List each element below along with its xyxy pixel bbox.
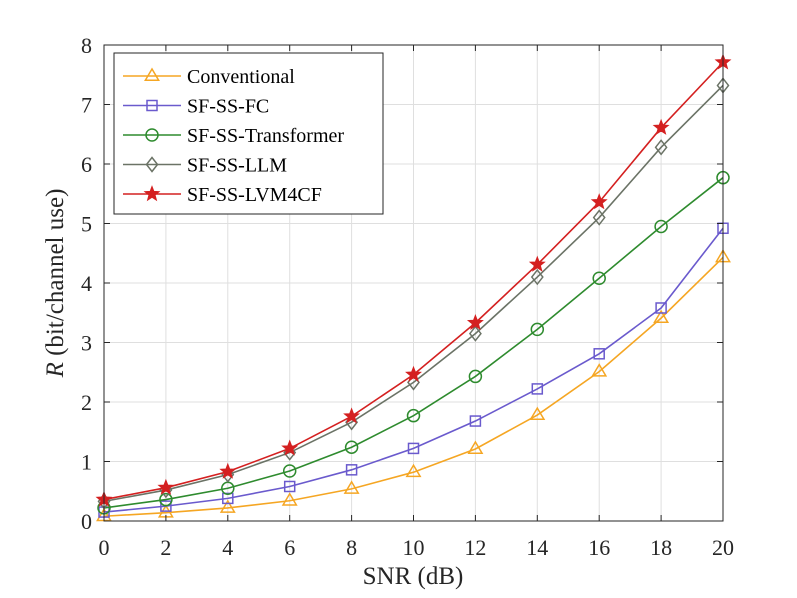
legend-item: SF-SS-Transformer: [123, 125, 344, 147]
data-point: [590, 193, 608, 210]
y-tick-label: 5: [81, 212, 92, 237]
data-point: [592, 209, 606, 226]
data-point: [219, 462, 237, 479]
y-tick-label: 4: [81, 271, 92, 296]
legend-marker: [143, 185, 161, 202]
y-axis-title: R (bit/channel use): [42, 189, 69, 379]
series-line: [103, 177, 724, 509]
x-tick-label: 20: [712, 535, 734, 560]
x-tick-label: 16: [588, 535, 610, 560]
legend-label: SF-SS-LVM4CF: [187, 184, 322, 206]
data-point: [530, 322, 545, 337]
x-tick-label: 14: [526, 535, 548, 560]
x-tick-label: 18: [650, 535, 672, 560]
data-point: [283, 480, 296, 493]
data-point: [592, 271, 606, 285]
x-tick-label: 2: [160, 535, 171, 560]
x-tick-label: 8: [346, 535, 357, 560]
data-point: [281, 492, 298, 506]
y-axis-symbol: R: [42, 362, 69, 378]
data-point: [405, 463, 422, 478]
legend-item: SF-SS-LLM: [123, 155, 287, 177]
data-point: [530, 268, 544, 286]
y-tick-label: 0: [81, 509, 92, 534]
data-point: [529, 406, 546, 421]
data-point: [654, 219, 668, 234]
data-point: [282, 464, 297, 478]
legend-label: SF-SS-Transformer: [187, 125, 344, 147]
data-point: [653, 309, 670, 324]
data-point: [157, 478, 175, 495]
y-tick-label: 2: [81, 390, 92, 415]
series-line: [103, 84, 724, 503]
data-point: [406, 408, 421, 423]
series-line: [103, 227, 724, 513]
data-point: [593, 348, 605, 360]
legend-label: SF-SS-FC: [187, 96, 269, 118]
data-point: [654, 139, 668, 156]
y-tick-label: 7: [81, 93, 92, 118]
x-tick-label: 6: [284, 535, 295, 560]
data-point: [343, 480, 360, 494]
legend: Conventional SF-SS-FC SF-SS-Transformer SF-…: [113, 52, 384, 215]
series-line: [103, 256, 724, 518]
legend-marker: [145, 128, 159, 142]
data-point: [344, 440, 359, 454]
y-tick-label: 3: [81, 331, 92, 356]
y-tick-label: 1: [81, 450, 92, 475]
legend-item: SF-SS-FC: [123, 96, 269, 118]
data-point: [345, 464, 358, 476]
data-point: [222, 492, 234, 505]
data-point: [468, 325, 482, 342]
y-tick-label: 6: [81, 152, 92, 177]
series-sf-ss-transformer: [97, 170, 730, 515]
y-tick-label: 8: [81, 33, 92, 58]
data-point: [655, 302, 667, 314]
legend-marker: [144, 67, 160, 81]
legend-item: SF-SS-LVM4CF: [123, 184, 322, 206]
data-point: [531, 383, 544, 395]
data-point: [160, 500, 172, 512]
data-point: [281, 439, 299, 456]
y-axis-unit: (bit/channel use): [42, 189, 69, 363]
data-point: [405, 365, 422, 382]
legend-item: Conventional: [123, 66, 295, 88]
data-point: [528, 255, 546, 272]
data-point: [343, 407, 361, 424]
data-point: [467, 440, 484, 454]
data-point: [652, 118, 670, 135]
x-axis-title: SNR (dB): [363, 563, 464, 590]
data-point: [219, 499, 236, 513]
series-layer: [95, 53, 732, 522]
ticks: [103, 44, 724, 522]
x-tick-label: 4: [222, 535, 233, 560]
data-point: [407, 442, 420, 455]
x-tick-label: 10: [403, 535, 425, 560]
x-tick-label: 12: [464, 535, 486, 560]
x-tick-label: 0: [99, 535, 110, 560]
data-point: [469, 415, 482, 427]
legend-marker: [146, 99, 158, 112]
legend-label: SF-SS-LLM: [187, 155, 287, 177]
legend-marker: [145, 156, 159, 173]
legend-label: Conventional: [187, 66, 295, 88]
data-point: [468, 369, 483, 384]
data-point: [591, 363, 608, 377]
data-point: [159, 492, 173, 507]
data-point: [466, 313, 484, 331]
